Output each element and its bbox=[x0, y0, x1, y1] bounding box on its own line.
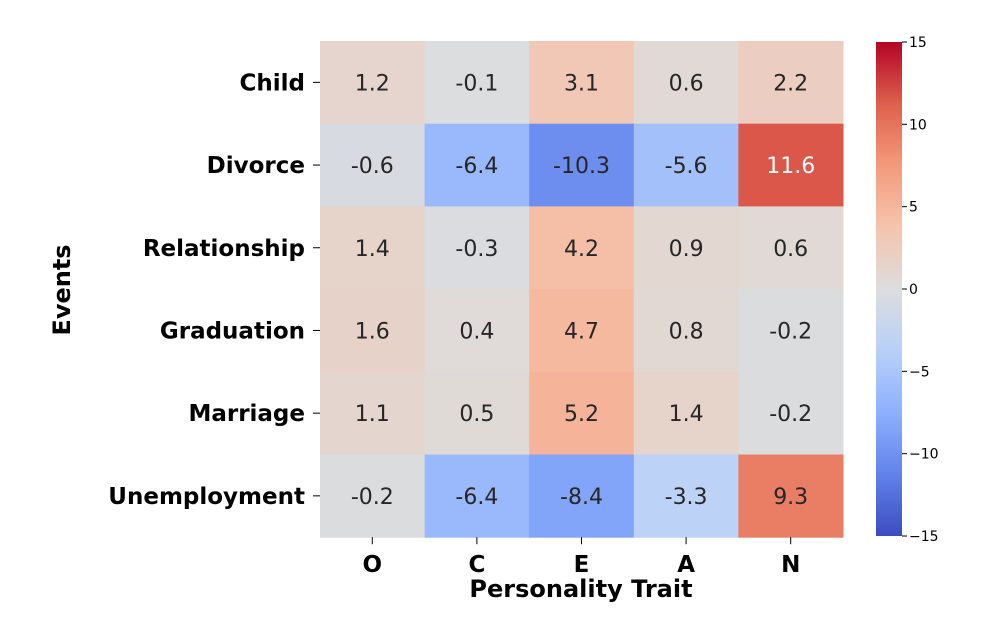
cell-value-label: -0.2 bbox=[769, 402, 812, 427]
heatmap-cell bbox=[738, 289, 844, 373]
column-label: E bbox=[574, 552, 590, 578]
cell-value-label: 0.6 bbox=[669, 71, 704, 96]
heatmap-cell bbox=[738, 206, 844, 290]
cell-value-label: 1.1 bbox=[355, 402, 390, 427]
heatmap-cell bbox=[424, 289, 530, 373]
heatmap-cell bbox=[529, 371, 635, 455]
heatmap-cell bbox=[738, 123, 844, 207]
colorbar-tick-label: 10 bbox=[909, 117, 927, 133]
column-label: N bbox=[781, 552, 800, 578]
colorbar-tick-label: −15 bbox=[909, 529, 939, 545]
cell-value-label: 5.2 bbox=[564, 402, 599, 427]
cell-value-label: 3.1 bbox=[564, 71, 599, 96]
heatmap-cell bbox=[529, 41, 635, 125]
y-axis-title: Events bbox=[48, 244, 76, 335]
cell-value-label: 11.6 bbox=[766, 154, 815, 179]
row-label: Marriage bbox=[188, 401, 305, 427]
heatmap-cell bbox=[424, 123, 530, 207]
cell-value-label: -0.2 bbox=[769, 319, 812, 344]
cell-value-label: 1.2 bbox=[355, 71, 390, 96]
colorbar-ticks: 15 10 5 0 −5 −10 −15 bbox=[902, 35, 939, 545]
heatmap-cell bbox=[320, 41, 426, 125]
cell-value-label: 0.4 bbox=[459, 319, 494, 344]
x-axis-title: Personality Trait bbox=[469, 575, 692, 603]
heatmap-cell bbox=[320, 289, 426, 373]
cell-value-label: -0.3 bbox=[455, 237, 498, 262]
row-label: Graduation bbox=[160, 318, 305, 344]
cell-value-label: 0.5 bbox=[459, 402, 494, 427]
cell-value-label: 9.3 bbox=[773, 485, 808, 510]
column-label: C bbox=[468, 552, 485, 578]
cell-value-label: 4.2 bbox=[564, 237, 599, 262]
heatmap-cell bbox=[529, 454, 635, 538]
cell-value-label: 1.4 bbox=[669, 402, 704, 427]
colorbar-gradient bbox=[876, 42, 902, 536]
cell-value-label: 1.6 bbox=[355, 319, 390, 344]
heatmap-cell bbox=[738, 454, 844, 538]
cell-value-label: -0.2 bbox=[351, 485, 394, 510]
colorbar-tick-label: 15 bbox=[909, 35, 927, 51]
heatmap-cell bbox=[320, 371, 426, 455]
heatmap-cell bbox=[633, 206, 739, 290]
heatmap-cell bbox=[633, 289, 739, 373]
cell-value-label: -5.6 bbox=[665, 154, 708, 179]
heatmap-cell bbox=[424, 454, 530, 538]
heatmap-cell bbox=[424, 206, 530, 290]
colorbar-tick-label: −10 bbox=[909, 447, 939, 463]
row-label: Unemployment bbox=[108, 484, 305, 510]
heatmap-cell bbox=[633, 123, 739, 207]
heatmap-cell bbox=[529, 123, 635, 207]
row-label: Divorce bbox=[207, 153, 305, 179]
cell-value-label: -6.4 bbox=[455, 154, 498, 179]
heatmap-cell bbox=[320, 123, 426, 207]
cell-value-label: 4.7 bbox=[564, 319, 599, 344]
heatmap-cells: 1.2 -0.1 3.1 0.6 2.2 -0.6 -6.4 -10.3 -5.6 11.6 1.4… bbox=[320, 41, 844, 538]
colorbar-tick-label: −5 bbox=[909, 364, 930, 380]
row-labels: Child Divorce Relationship Graduation Marria… bbox=[108, 70, 320, 510]
cell-value-label: 0.8 bbox=[669, 319, 704, 344]
column-label: A bbox=[677, 552, 695, 578]
heatmap-cell bbox=[424, 41, 530, 125]
heatmap-cell bbox=[529, 206, 635, 290]
cell-value-label: -6.4 bbox=[455, 485, 498, 510]
cell-value-label: 0.9 bbox=[669, 237, 704, 262]
column-label: O bbox=[363, 552, 383, 578]
cell-value-label: -8.4 bbox=[560, 485, 603, 510]
cell-value-label: -0.6 bbox=[351, 154, 394, 179]
heatmap-cell bbox=[424, 371, 530, 455]
cell-value-label: 1.4 bbox=[355, 237, 390, 262]
heatmap-cell bbox=[738, 371, 844, 455]
heatmap-cell bbox=[320, 206, 426, 290]
heatmap-cell bbox=[633, 454, 739, 538]
heatmap-cell bbox=[633, 41, 739, 125]
colorbar: 15 10 5 0 −5 −10 −15 bbox=[876, 35, 939, 545]
heatmap-cell bbox=[529, 289, 635, 373]
heatmap-cell bbox=[320, 454, 426, 538]
heatmap-cell bbox=[633, 371, 739, 455]
heatmap-cell bbox=[738, 41, 844, 125]
colorbar-tick-label: 0 bbox=[909, 282, 918, 298]
cell-value-label: -0.1 bbox=[455, 71, 498, 96]
colorbar-tick-label: 5 bbox=[909, 200, 918, 216]
cell-value-label: -3.3 bbox=[665, 485, 708, 510]
cell-value-label: 0.6 bbox=[773, 237, 808, 262]
cell-value-label: 2.2 bbox=[773, 71, 808, 96]
row-label: Child bbox=[240, 70, 306, 96]
row-label: Relationship bbox=[143, 236, 305, 262]
cell-value-label: -10.3 bbox=[553, 154, 610, 179]
